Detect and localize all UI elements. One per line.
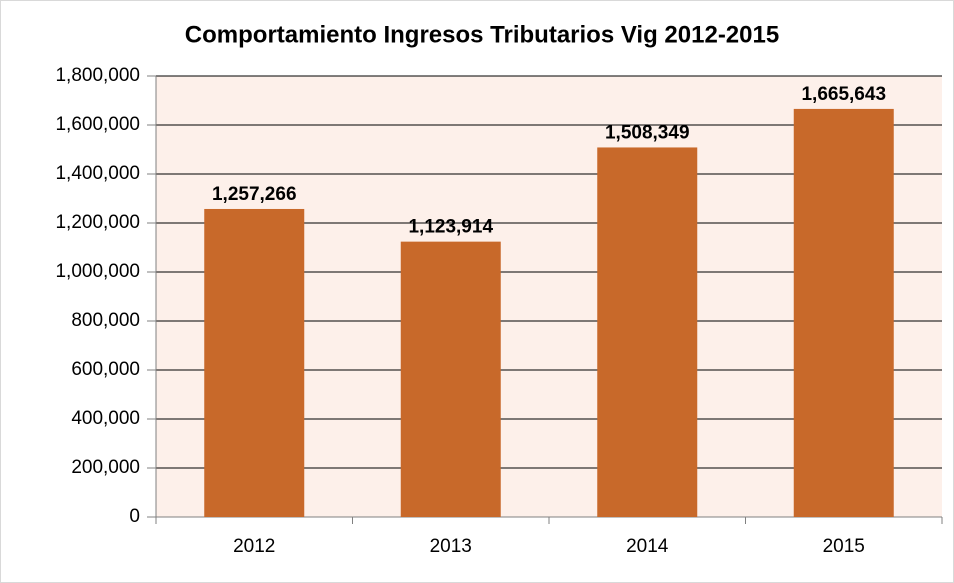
y-tick-label: 600,000	[71, 359, 140, 380]
bar	[400, 241, 501, 518]
x-tick-label: 2013	[430, 536, 472, 557]
y-tick-label: 1,800,000	[55, 65, 140, 86]
data-label: 1,123,914	[408, 217, 493, 238]
x-tick-label: 2015	[823, 536, 865, 557]
y-tick-label: 1,400,000	[55, 163, 140, 184]
x-tick-label: 2014	[626, 536, 669, 557]
y-tick-label: 800,000	[71, 310, 140, 331]
data-label: 1,508,349	[605, 122, 690, 143]
y-tick-label: 0	[129, 506, 140, 527]
bar	[597, 147, 698, 517]
x-tick-label: 2012	[233, 536, 275, 557]
y-tick-label: 400,000	[71, 408, 140, 429]
y-tick-label: 1,600,000	[55, 114, 140, 135]
chart-title: Comportamiento Ingresos Tributarios Vig …	[185, 21, 779, 48]
bar	[793, 108, 894, 517]
y-tick-label: 1,000,000	[55, 261, 140, 282]
bar	[204, 208, 305, 517]
y-tick-label: 200,000	[71, 457, 140, 478]
y-tick-label: 1,200,000	[55, 212, 140, 233]
data-label: 1,257,266	[212, 184, 297, 205]
data-label: 1,665,643	[801, 84, 886, 105]
